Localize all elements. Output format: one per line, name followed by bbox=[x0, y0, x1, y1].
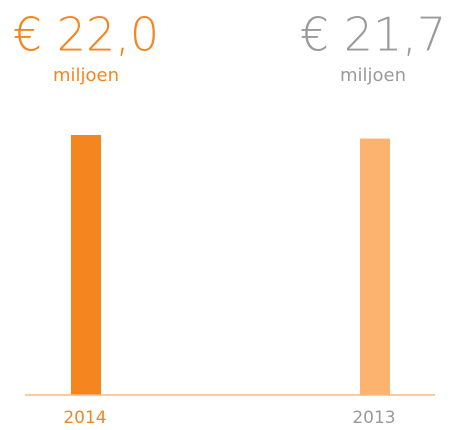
bar bbox=[71, 135, 101, 395]
unit-label: miljoen bbox=[340, 65, 406, 86]
value-label: € 21,7 bbox=[300, 8, 446, 62]
unit-label: miljoen bbox=[53, 65, 119, 86]
x-tick-label: 2014 bbox=[63, 408, 106, 428]
value-label: € 22,0 bbox=[13, 8, 159, 62]
bar bbox=[360, 138, 390, 395]
x-tick-label: 2013 bbox=[352, 408, 395, 428]
